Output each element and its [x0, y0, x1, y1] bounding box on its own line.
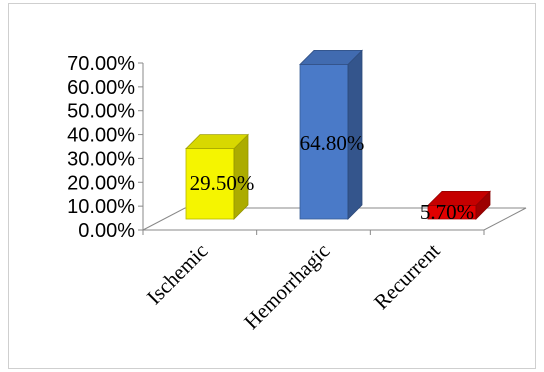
- data-label: 64.80%: [300, 131, 365, 155]
- chart-frame: [8, 3, 536, 369]
- x-tick-label: Recurrent: [369, 238, 445, 314]
- bar-top: [185, 134, 249, 150]
- y-tick-label: 50.00%: [67, 101, 135, 123]
- y-tick-label: 40.00%: [67, 125, 135, 147]
- x-tick-label: Ischemic: [142, 239, 213, 310]
- x-tick-label: Hemorrhagic: [239, 239, 334, 334]
- bar-top: [427, 191, 491, 206]
- data-label: 29.50%: [190, 171, 255, 195]
- y-tick-label: 60.00%: [67, 77, 135, 99]
- bar-recurrent: [427, 190, 491, 220]
- y-tick-label: 0.00%: [78, 220, 135, 242]
- bar-ischemic: [185, 133, 249, 220]
- bar-hemorrhagic: [299, 49, 363, 220]
- y-tick-label: 20.00%: [67, 172, 135, 194]
- bar-top: [299, 50, 363, 65]
- bar-front: [299, 64, 349, 220]
- y-tick-label: 30.00%: [67, 148, 135, 170]
- y-tick-label: 70.00%: [67, 53, 135, 75]
- data-label: 5.70%: [420, 200, 474, 224]
- y-tick-label: 10.00%: [67, 196, 135, 218]
